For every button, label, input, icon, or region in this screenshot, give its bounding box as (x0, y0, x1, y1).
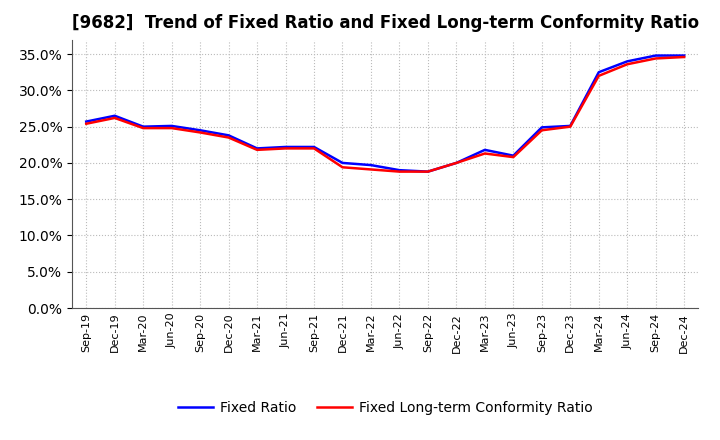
Fixed Ratio (110, 113, 119, 118)
Fixed Long-term Conformity Ratio (253, 147, 261, 153)
Fixed Ratio (595, 70, 603, 75)
Fixed Long-term Conformity Ratio (366, 167, 375, 172)
Fixed Long-term Conformity Ratio (423, 169, 432, 174)
Fixed Ratio (82, 119, 91, 124)
Fixed Long-term Conformity Ratio (338, 165, 347, 170)
Fixed Ratio (139, 124, 148, 129)
Fixed Long-term Conformity Ratio (139, 125, 148, 131)
Fixed Long-term Conformity Ratio (310, 146, 318, 151)
Fixed Long-term Conformity Ratio (82, 121, 91, 126)
Fixed Long-term Conformity Ratio (509, 154, 518, 160)
Fixed Ratio (196, 128, 204, 133)
Fixed Long-term Conformity Ratio (595, 73, 603, 78)
Fixed Long-term Conformity Ratio (395, 169, 404, 174)
Fixed Ratio (225, 133, 233, 138)
Fixed Ratio (282, 144, 290, 150)
Fixed Ratio (167, 123, 176, 128)
Fixed Ratio (566, 123, 575, 128)
Fixed Ratio (366, 162, 375, 168)
Fixed Ratio (680, 53, 688, 58)
Line: Fixed Long-term Conformity Ratio: Fixed Long-term Conformity Ratio (86, 57, 684, 172)
Fixed Long-term Conformity Ratio (566, 124, 575, 129)
Fixed Ratio (338, 160, 347, 165)
Line: Fixed Ratio: Fixed Ratio (86, 55, 684, 172)
Fixed Long-term Conformity Ratio (167, 125, 176, 131)
Fixed Long-term Conformity Ratio (680, 55, 688, 60)
Fixed Long-term Conformity Ratio (480, 151, 489, 156)
Fixed Long-term Conformity Ratio (282, 146, 290, 151)
Fixed Ratio (509, 153, 518, 158)
Title: [9682]  Trend of Fixed Ratio and Fixed Long-term Conformity Ratio: [9682] Trend of Fixed Ratio and Fixed Lo… (71, 15, 699, 33)
Fixed Ratio (652, 53, 660, 58)
Fixed Ratio (253, 146, 261, 151)
Fixed Long-term Conformity Ratio (196, 130, 204, 135)
Fixed Ratio (452, 160, 461, 165)
Fixed Ratio (395, 168, 404, 173)
Fixed Ratio (623, 59, 631, 64)
Fixed Ratio (537, 125, 546, 130)
Fixed Ratio (310, 144, 318, 150)
Fixed Long-term Conformity Ratio (537, 128, 546, 133)
Fixed Long-term Conformity Ratio (652, 56, 660, 61)
Legend: Fixed Ratio, Fixed Long-term Conformity Ratio: Fixed Ratio, Fixed Long-term Conformity … (173, 396, 598, 421)
Fixed Long-term Conformity Ratio (225, 135, 233, 140)
Fixed Long-term Conformity Ratio (452, 160, 461, 165)
Fixed Ratio (480, 147, 489, 153)
Fixed Long-term Conformity Ratio (623, 62, 631, 67)
Fixed Ratio (423, 169, 432, 174)
Fixed Long-term Conformity Ratio (110, 115, 119, 121)
